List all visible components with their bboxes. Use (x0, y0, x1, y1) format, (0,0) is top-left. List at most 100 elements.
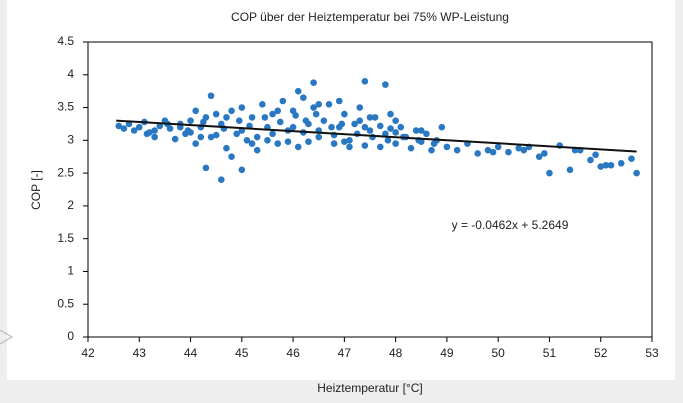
data-point (171, 135, 179, 143)
data-point (430, 140, 438, 147)
data-point (407, 144, 415, 152)
data-point (484, 146, 492, 154)
x-tick-label: 49 (440, 346, 454, 360)
y-tick-label: 4.5 (57, 34, 74, 48)
data-point (628, 155, 635, 162)
data-point (443, 143, 451, 151)
data-point (302, 117, 310, 124)
x-tick-label: 46 (286, 346, 300, 360)
data-point (120, 125, 128, 132)
chart-title: COP über der Heiztemperatur bei 75% WP-L… (231, 10, 509, 24)
trend-equation: y = -0.0462x + 5.2649 (452, 218, 569, 232)
y-tick-label: 3 (67, 133, 74, 147)
data-point (341, 138, 348, 145)
data-point (130, 127, 138, 134)
data-point (238, 166, 246, 174)
y-tick-label: 1.5 (57, 231, 74, 245)
data-point (212, 110, 220, 118)
data-point (151, 127, 158, 134)
data-point (235, 117, 243, 124)
y-axis-label: COP [-] (29, 170, 43, 210)
data-point (566, 166, 574, 174)
data-point (135, 123, 143, 131)
data-point (371, 114, 379, 121)
y-tick-label: 2.5 (57, 165, 74, 179)
data-point (346, 143, 353, 151)
data-point (474, 150, 481, 157)
data-point (356, 104, 364, 111)
data-point (366, 127, 374, 134)
data-point (276, 118, 284, 126)
data-point (453, 146, 461, 154)
data-point (428, 146, 435, 154)
x-tick-label: 53 (645, 346, 659, 360)
data-point (310, 104, 317, 111)
data-point (361, 142, 369, 149)
data-point (228, 153, 235, 161)
y-tick-label: 0 (67, 329, 74, 343)
data-point (520, 146, 528, 154)
data-point (335, 97, 343, 105)
data-point (325, 100, 333, 108)
x-tick-label: 44 (184, 346, 198, 360)
data-point (143, 130, 151, 138)
y-tick-label: 3.5 (57, 100, 74, 114)
x-tick-label: 47 (338, 346, 352, 360)
data-point (602, 161, 610, 169)
x-tick-label: 51 (543, 346, 557, 360)
data-point (592, 151, 599, 159)
x-tick-label: 50 (492, 346, 506, 360)
data-point (202, 164, 210, 172)
data-point (546, 169, 553, 177)
data-point (387, 110, 394, 118)
data-point (494, 143, 502, 151)
data-point (376, 122, 384, 130)
x-tick-label: 42 (81, 346, 95, 360)
data-point (192, 140, 199, 147)
data-point (274, 140, 282, 147)
data-point (489, 148, 497, 156)
data-point (264, 137, 271, 144)
data-point (423, 130, 430, 138)
data-point (315, 100, 323, 108)
data-point (305, 138, 312, 145)
data-point (535, 153, 543, 161)
y-tick-label: 4 (67, 67, 74, 81)
data-point (115, 122, 123, 130)
data-point (376, 143, 384, 151)
data-point (384, 137, 392, 144)
data-point (338, 120, 346, 128)
data-point (320, 117, 328, 124)
data-point (310, 79, 317, 86)
data-point (292, 112, 299, 119)
data-point (207, 92, 215, 100)
data-point (617, 159, 625, 167)
data-point (392, 129, 399, 136)
x-axis-label: Heiztemperatur [°C] (317, 381, 423, 395)
data-point (233, 130, 240, 138)
data-point (346, 137, 353, 144)
data-point (269, 110, 276, 118)
data-point (541, 150, 548, 157)
data-point (248, 114, 256, 121)
data-point (284, 138, 292, 145)
data-point (387, 125, 394, 132)
x-tick-label: 43 (133, 346, 147, 360)
data-point (294, 87, 302, 95)
data-point (382, 130, 389, 138)
data-point (187, 129, 194, 136)
data-point (261, 114, 269, 121)
data-point (274, 107, 282, 115)
data-point (248, 140, 256, 147)
data-point (200, 118, 207, 126)
data-point (587, 156, 594, 164)
data-point (607, 161, 615, 169)
data-point (223, 144, 230, 152)
data-point (438, 123, 446, 131)
data-point (417, 127, 425, 134)
data-point (238, 104, 246, 111)
data-point (192, 107, 199, 115)
data-point (212, 131, 220, 139)
trend-line (116, 119, 637, 153)
